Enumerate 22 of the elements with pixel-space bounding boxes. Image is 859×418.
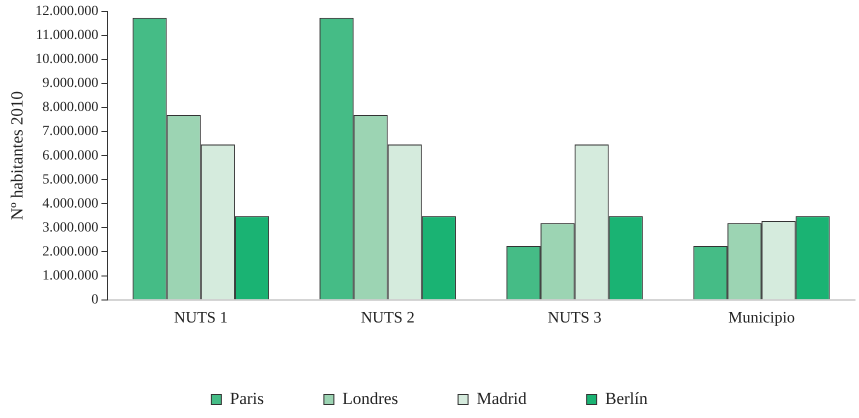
y-tick-label: 1.000.000 — [42, 268, 98, 284]
y-tick-label: 3.000.000 — [42, 220, 98, 236]
legend-label: Londres — [342, 388, 398, 408]
y-tick-label: 12.000.000 — [35, 4, 98, 20]
x-tick-label: NUTS 2 — [360, 310, 415, 327]
y-tick-label: 10.000.000 — [35, 52, 98, 68]
y-tick-label: 4.000.000 — [42, 196, 98, 212]
y-axis-title: Nº habitantes 2010 — [8, 91, 27, 220]
y-tick-label: 7.000.000 — [42, 124, 98, 140]
x-tick-label: NUTS 3 — [548, 310, 602, 327]
y-tick-label: 11.000.000 — [36, 28, 98, 44]
legend-label: Paris — [230, 388, 264, 408]
y-tick-label: 9.000.000 — [42, 76, 98, 92]
y-tick-label: 6.000.000 — [42, 148, 98, 164]
y-tick-label: 8.000.000 — [42, 100, 98, 116]
y-tick-label: 5.000.000 — [42, 172, 98, 188]
y-tick-label: 2.000.000 — [42, 244, 98, 260]
legend-label: Madrid — [476, 388, 528, 408]
x-tick-label: NUTS 1 — [174, 310, 228, 327]
y-tick-label: 0 — [91, 292, 98, 308]
legend-label: Berlín — [605, 388, 648, 408]
x-tick-label: Municipio — [728, 310, 795, 327]
